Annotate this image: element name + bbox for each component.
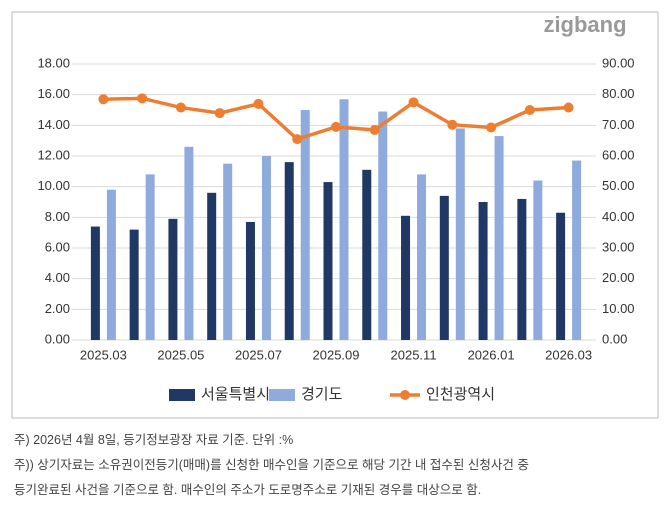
point bbox=[253, 98, 264, 109]
point bbox=[98, 94, 109, 105]
y-tick-label: 6.00 bbox=[45, 239, 70, 254]
bar bbox=[300, 110, 310, 340]
y2-tick-label: 30.00 bbox=[602, 239, 635, 254]
point bbox=[292, 134, 303, 145]
logo: zigbang bbox=[543, 12, 626, 37]
legend-swatch bbox=[400, 390, 410, 400]
bar bbox=[184, 146, 194, 340]
y-tick-label: 18.00 bbox=[37, 55, 70, 70]
legend-swatch bbox=[269, 389, 295, 401]
bar bbox=[533, 180, 543, 340]
y2-tick-label: 80.00 bbox=[602, 86, 635, 101]
x-tick-label: 2026.01 bbox=[468, 347, 515, 362]
bar bbox=[517, 198, 527, 340]
y-tick-label: 2.00 bbox=[45, 301, 70, 316]
note: 등기완료된 사건을 기준으로 함. 매수인의 주소가 도로명주소로 기재된 경우… bbox=[14, 483, 482, 497]
bar bbox=[572, 160, 582, 340]
x-tick-label: 2025.07 bbox=[235, 347, 282, 362]
point bbox=[563, 102, 574, 113]
y-tick-label: 10.00 bbox=[37, 178, 70, 193]
x-tick-label: 2025.05 bbox=[157, 347, 204, 362]
legend-label: 경기도 bbox=[301, 386, 343, 403]
chart-frame bbox=[11, 11, 659, 419]
y-tick-label: 14.00 bbox=[37, 117, 70, 132]
y2-tick-label: 90.00 bbox=[602, 55, 635, 70]
point bbox=[137, 93, 148, 104]
bar bbox=[417, 174, 427, 340]
legend-swatch bbox=[169, 389, 195, 401]
bar bbox=[378, 111, 388, 341]
y2-tick-label: 60.00 bbox=[602, 147, 635, 162]
bar bbox=[478, 202, 488, 340]
bar bbox=[223, 163, 233, 340]
point bbox=[447, 119, 458, 130]
y-tick-label: 0.00 bbox=[45, 331, 70, 346]
bar bbox=[455, 128, 465, 340]
note: 주) 2026년 4월 8일, 등기정보광장 자료 기준. 단위 :% bbox=[14, 433, 294, 447]
bar bbox=[401, 215, 411, 340]
y-tick-label: 12.00 bbox=[37, 147, 70, 162]
y2-tick-label: 20.00 bbox=[602, 270, 635, 285]
legend-label: 인천광역시 bbox=[426, 386, 495, 403]
x-tick-label: 2025.11 bbox=[391, 347, 437, 362]
bar bbox=[323, 182, 333, 340]
bar bbox=[556, 212, 566, 340]
x-tick-label: 2025.09 bbox=[313, 347, 360, 362]
point bbox=[331, 121, 341, 132]
bar bbox=[261, 156, 271, 340]
point bbox=[524, 105, 535, 115]
line bbox=[103, 96, 569, 142]
note: 주)) 상기자료는 소유권이전등기(매매)를 신청한 매수인을 기준으로 해당 … bbox=[14, 458, 529, 472]
bar bbox=[439, 195, 449, 340]
bar bbox=[106, 189, 116, 340]
bar bbox=[129, 229, 139, 340]
y-tick-label: 4.00 bbox=[45, 270, 70, 285]
bar bbox=[207, 192, 217, 340]
y-tick-label: 16.00 bbox=[37, 86, 70, 101]
y-tick-label: 8.00 bbox=[45, 209, 70, 224]
bar bbox=[145, 174, 155, 340]
notes: 주) 2026년 4월 8일, 등기정보광장 자료 기준. 단위 :% 주)) … bbox=[14, 428, 529, 503]
bar bbox=[339, 99, 349, 341]
y2-tick-label: 10.00 bbox=[602, 301, 635, 316]
bar bbox=[362, 169, 372, 340]
point bbox=[486, 122, 497, 133]
bar bbox=[245, 221, 255, 340]
point bbox=[214, 108, 225, 119]
legend-label: 서울특별시 bbox=[201, 386, 270, 403]
point bbox=[408, 97, 419, 108]
x-tick-label: 2025.03 bbox=[80, 347, 127, 362]
y2-tick-label: 0.00 bbox=[602, 331, 627, 346]
bar bbox=[168, 218, 178, 340]
bar bbox=[90, 226, 100, 340]
y2-tick-label: 50.00 bbox=[602, 178, 635, 193]
point bbox=[175, 102, 186, 113]
chart: zigbang 0.00 2.00 4.00 6.00 8.00 10.00 12.00 14… bbox=[11, 11, 659, 419]
y2-tick-label: 70.00 bbox=[602, 117, 635, 132]
bar bbox=[284, 162, 294, 340]
point bbox=[369, 124, 380, 135]
x-tick-label: 2026.03 bbox=[545, 347, 592, 362]
y2-tick-label: 40.00 bbox=[602, 209, 635, 224]
bar bbox=[494, 136, 504, 340]
